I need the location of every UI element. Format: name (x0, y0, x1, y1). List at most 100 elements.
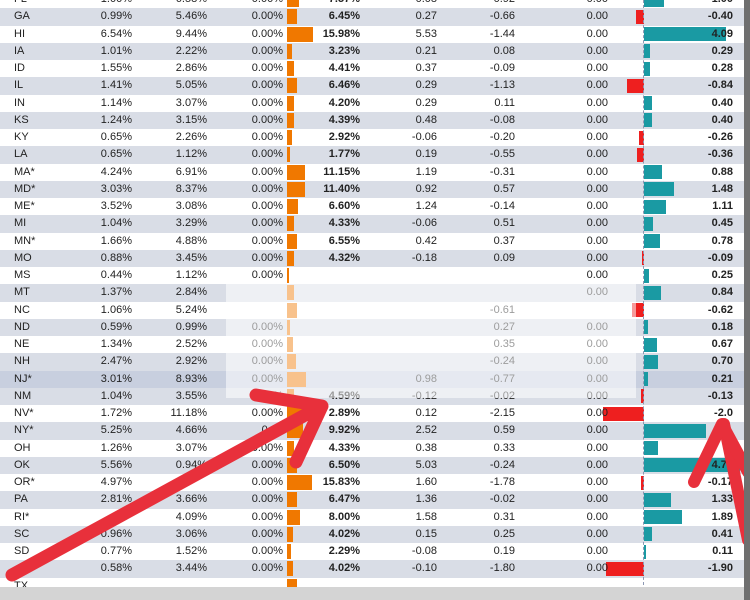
total-rate-bar (287, 78, 298, 94)
total-rate-bar (287, 250, 294, 266)
table-cell: 0.00 (586, 476, 608, 488)
state-code: KS (14, 113, 29, 126)
table-cell: 2.92% (175, 355, 207, 368)
table-row: NY* 5.25% 4.66% 0.00 9.92% 2.52 0.59 0.00 (0, 422, 750, 440)
table-row: RI* 4.09% 0.00% 8.00% 1.58 0.31 0.00 1.89 (0, 509, 750, 526)
table-cell: 0.96% (100, 527, 132, 540)
total-rate-bar (287, 61, 295, 76)
table-cell: 0.00 (586, 27, 608, 40)
difference-bar (644, 527, 653, 542)
table-cell: 1.36 (415, 493, 437, 506)
table-row: HI 6.54% 9.44% 0.00% 15.98% 5.53 -1.44 0.00 4.09 (0, 26, 750, 43)
table-cell: -0.17 (707, 476, 733, 488)
total-rate-bar (287, 268, 290, 283)
table-cell: 3.07% (175, 96, 207, 109)
table-cell: 0.44% (100, 269, 132, 281)
table-row: SD 0.77% 1.52% 0.00% 2.29% -0.08 0.19 0.00 0.11 (0, 543, 750, 560)
table-cell: -0.36 (707, 148, 733, 161)
table-cell: 0.00% (251, 182, 283, 195)
total-rate-bar (287, 492, 298, 508)
table-row: IN 1.14% 3.07% 0.00% 4.20% 0.29 0.11 0.00 0.40 (0, 95, 750, 112)
table-row: ID 1.55% 2.86% 0.00% 4.41% 0.37 -0.09 0.00 0.28 (0, 60, 750, 77)
table-cell: 0.00% (251, 217, 283, 230)
table-row: MA* 4.24% 6.91% 0.00% 11.15% 1.19 -0.31 0.00 0.8… (0, 164, 750, 181)
table-cell: 0.00% (251, 493, 283, 506)
table-cell: 1.41% (100, 79, 132, 92)
table-cell: 0.00 (586, 424, 608, 437)
state-code: MA* (14, 165, 35, 178)
state-code: GA (14, 10, 30, 23)
table-cell: 0.00 (586, 562, 608, 575)
table-row: FL1.00%6.58%0.00% 7.57% 0.08 0.92 0.00 1.00 (0, 0, 750, 8)
table-row: 0.58% 3.44% 0.00% 4.02% -0.10 -1.80 0.00 -1.90 (0, 560, 750, 578)
table-cell: 0.40 (711, 113, 733, 126)
table-cell: 1.12% (175, 148, 207, 161)
table-cell: 0.84 (711, 286, 733, 299)
total-rate-bar (287, 9, 298, 25)
table-cell: 0.00% (251, 545, 283, 557)
total-rate-bar (287, 181, 306, 197)
table-row: MD* 3.03% 8.37% 0.00% 11.40% 0.92 0.57 0.00 1.48 (0, 180, 750, 198)
table-cell: 1.34% (100, 338, 132, 350)
table-cell: 0.00% (251, 200, 283, 212)
table-cell: 15.98% (322, 27, 360, 40)
difference-bar (644, 0, 664, 7)
table-cell: 2.47% (100, 355, 132, 368)
left-arrow-icon (5, 388, 329, 582)
table-cell: -2.0 (714, 407, 733, 419)
table-cell: 0.00 (586, 407, 608, 419)
total-rate-bar (287, 578, 298, 594)
state-code: NE (14, 338, 30, 350)
table-cell: 0.00 (586, 131, 608, 143)
table-cell: 9.92% (328, 424, 360, 437)
table-cell: 1.14% (100, 96, 132, 109)
table-cell: 0.00 (586, 269, 608, 281)
table-cell: 1.11 (712, 200, 733, 212)
total-rate-bar (287, 147, 290, 163)
table-cell: 0.65% (100, 131, 132, 143)
table-cell: 0.00 (586, 79, 608, 92)
table-cell: 1.19 (415, 165, 437, 178)
table-row: KS 1.24% 3.15% 0.00% 4.39% 0.48 -0.08 0.00 0.40 (0, 111, 750, 129)
table-cell: 2.52 (415, 424, 437, 437)
table-cell: 1.58 (415, 510, 437, 523)
table-cell: 6.60% (328, 200, 360, 212)
difference-bar (644, 27, 726, 41)
table-cell: 0.00 (586, 96, 608, 109)
table-cell: 1.89 (711, 510, 733, 523)
table-row: ME* 3.52% 3.08% 0.00% 6.60% 1.24 -0.14 0.00 1.11 (0, 198, 750, 215)
difference-bar (640, 475, 644, 490)
state-code: KY (14, 131, 29, 143)
difference-bar (644, 182, 674, 197)
table-row: KY 0.65% 2.26% 0.00% 2.92% -0.06 -0.20 0.00 -0.2… (0, 129, 750, 146)
table-cell: 0.33 (493, 441, 515, 454)
difference-bar (644, 113, 652, 128)
table-cell: -0.31 (489, 165, 515, 178)
table-cell: 3.08% (175, 200, 207, 212)
state-code: SC (14, 527, 30, 540)
state-code: NC (14, 303, 30, 316)
table-cell: 0.00% (251, 476, 283, 488)
table-cell: 0.00% (251, 44, 283, 57)
table-cell: 0.25 (711, 269, 733, 281)
table-cell: 0.42 (415, 234, 437, 247)
table-cell: -0.02 (489, 493, 515, 506)
difference-bar (644, 337, 658, 352)
right-arrow-icon (688, 418, 750, 546)
table-cell: 0.00% (251, 131, 283, 143)
total-rate-bar (287, 440, 294, 456)
state-code: MI (14, 217, 27, 230)
table-cell: 0.00% (251, 96, 283, 109)
table-cell: 3.07% (175, 441, 207, 454)
table-cell: 1.26% (100, 441, 132, 454)
table-cell: 4.33% (328, 217, 360, 230)
table-cell: 1.37% (100, 286, 132, 299)
state-code: MD* (14, 182, 36, 195)
table-cell: 0.08 (370, 0, 437, 8)
state-code: NV* (14, 407, 34, 419)
difference-bar (644, 458, 740, 473)
table-cell: 3.52% (100, 200, 132, 212)
total-rate-bar (287, 26, 313, 42)
bottom-scrollbar-area[interactable] (0, 587, 750, 600)
table-cell: -1.44 (489, 27, 515, 40)
